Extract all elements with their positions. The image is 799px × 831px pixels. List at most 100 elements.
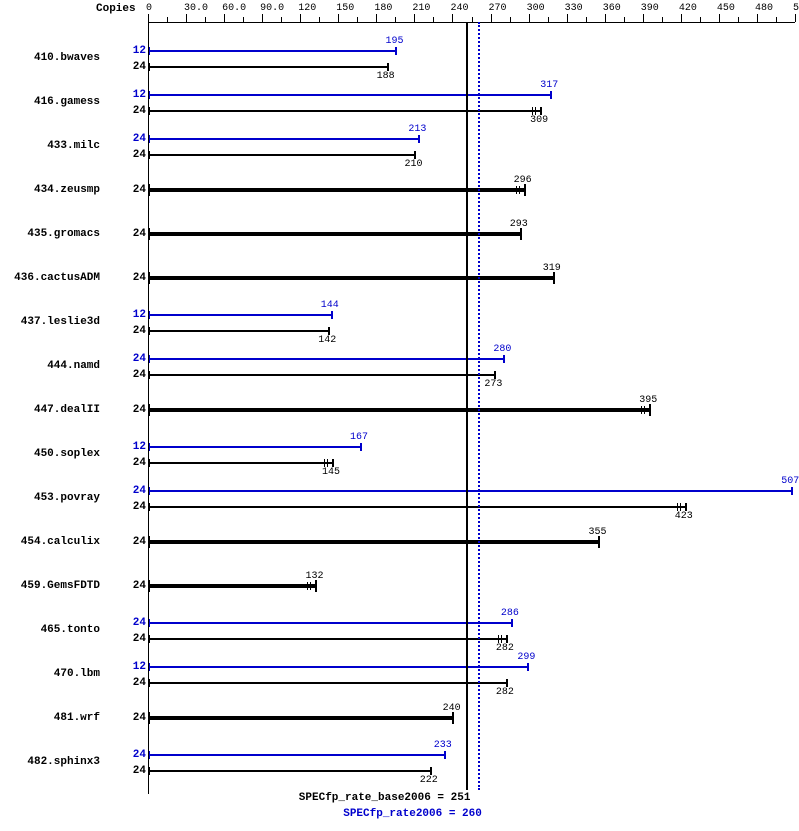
axis-tick <box>605 14 606 22</box>
bar <box>148 716 452 720</box>
jitter-tick <box>641 406 642 414</box>
axis-label: 270 <box>489 3 507 14</box>
copies-label: 24 <box>116 633 146 645</box>
bar <box>148 66 387 68</box>
axis-tick <box>719 14 720 22</box>
axis-label: 330 <box>565 3 583 14</box>
bar <box>148 50 395 52</box>
axis-label: 210 <box>412 3 430 14</box>
axis-tick <box>414 14 415 22</box>
bar-cap-end <box>540 107 542 115</box>
bar <box>148 754 444 756</box>
axis-label: 450 <box>717 3 735 14</box>
bar-cap-end <box>331 311 333 319</box>
copies-label: 12 <box>116 309 146 321</box>
axis-tick <box>776 17 777 22</box>
ref-line-peak <box>478 22 481 790</box>
copies-label: 12 <box>116 441 146 453</box>
axis-tick <box>167 17 168 22</box>
bar-cap-end <box>494 371 496 379</box>
jitter-tick <box>680 503 681 511</box>
copies-label: 24 <box>116 353 146 365</box>
copies-label: 24 <box>116 749 146 761</box>
bar <box>148 408 649 412</box>
axis-label: 90.0 <box>260 3 284 14</box>
value-label: 395 <box>639 395 657 406</box>
value-label: 210 <box>405 159 423 170</box>
bench-label: 433.milc <box>0 140 100 152</box>
value-label: 282 <box>496 687 514 698</box>
axis-tick <box>624 17 625 22</box>
copies-label: 24 <box>116 272 146 284</box>
value-label: 423 <box>675 511 693 522</box>
value-label: 222 <box>420 775 438 786</box>
axis-tick <box>357 17 358 22</box>
bar <box>148 490 791 492</box>
bar <box>148 446 360 448</box>
axis-label: 60.0 <box>222 3 246 14</box>
copies-label: 24 <box>116 149 146 161</box>
value-label: 132 <box>306 571 324 582</box>
jitter-tick <box>519 186 520 194</box>
axis-tick <box>586 17 587 22</box>
value-label: 167 <box>350 432 368 443</box>
bench-label: 465.tonto <box>0 624 100 636</box>
value-label: 188 <box>377 71 395 82</box>
spec-benchmark-chart: 030.060.090.0120150180210240270300330360… <box>0 0 799 831</box>
value-label: 293 <box>510 219 528 230</box>
axis-tick <box>186 14 187 22</box>
copies-label: 12 <box>116 45 146 57</box>
axis-tick <box>567 14 568 22</box>
jitter-tick <box>501 635 502 643</box>
bar-cap-end <box>506 635 508 643</box>
jitter-tick <box>310 582 311 590</box>
axis-tick <box>700 17 701 22</box>
axis-tick <box>281 17 282 22</box>
axis-label: 420 <box>679 3 697 14</box>
axis-label: 180 <box>374 3 392 14</box>
axis-label: 360 <box>603 3 621 14</box>
axis-top-line <box>148 22 795 23</box>
axis-tick <box>548 17 549 22</box>
bar-cap-end <box>414 151 416 159</box>
copies-label: 24 <box>116 712 146 724</box>
axis-tick <box>681 14 682 22</box>
axis-tick <box>529 14 530 22</box>
bar-cap-end <box>360 443 362 451</box>
jitter-tick <box>516 186 517 194</box>
bar-cap-end <box>444 751 446 759</box>
jitter-tick <box>532 107 533 115</box>
bench-label: 481.wrf <box>0 712 100 724</box>
plot-left-border <box>148 22 149 794</box>
value-label: 286 <box>501 608 519 619</box>
axis-tick <box>662 17 663 22</box>
bar <box>148 330 328 332</box>
value-label: 282 <box>496 643 514 654</box>
bar <box>148 276 553 280</box>
bench-label: 436.cactusADM <box>0 272 100 284</box>
value-label: 233 <box>434 740 452 751</box>
copies-header: Copies <box>96 3 146 15</box>
axis-label: 150 <box>336 3 354 14</box>
copies-label: 24 <box>116 457 146 469</box>
bench-label: 416.gamess <box>0 96 100 108</box>
axis-label: 300 <box>527 3 545 14</box>
value-label: 280 <box>493 344 511 355</box>
bar <box>148 682 506 684</box>
axis-label: 240 <box>450 3 468 14</box>
bench-label: 454.calculix <box>0 536 100 548</box>
copies-label: 24 <box>116 105 146 117</box>
bar-cap-end <box>550 91 552 99</box>
axis-tick <box>433 17 434 22</box>
bar-cap-end <box>332 459 334 467</box>
axis-tick <box>510 17 511 22</box>
axis-label: 0 <box>146 3 152 14</box>
copies-label: 24 <box>116 677 146 689</box>
bench-label: 410.bwaves <box>0 52 100 64</box>
value-label: 240 <box>443 703 461 714</box>
bar <box>148 770 430 772</box>
axis-label: 510 <box>793 3 799 14</box>
bar-cap-end <box>527 663 529 671</box>
bench-label: 435.gromacs <box>0 228 100 240</box>
axis-tick <box>643 14 644 22</box>
